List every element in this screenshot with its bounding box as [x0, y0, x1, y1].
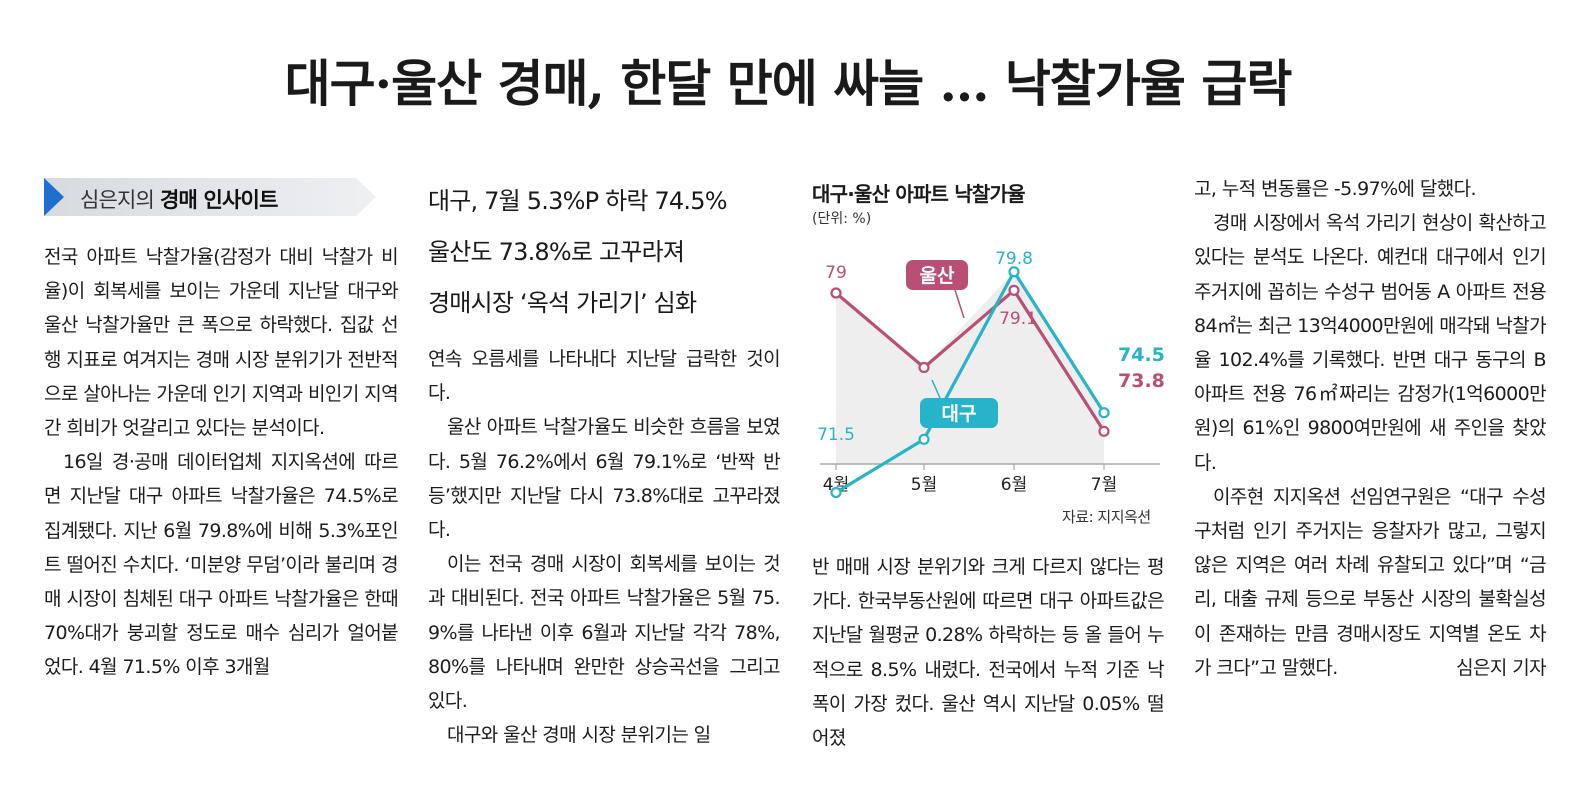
data-point	[918, 361, 930, 374]
data-label: 79.8	[995, 249, 1033, 269]
article-column-2: 연속 오름세를 나타내다 지난달 급락한 것이다. 울산 아파트 낙찰가율도 비…	[428, 342, 781, 752]
article-paragraph: 고, 누적 변동률은 -5.97%에 달했다.	[1194, 178, 1477, 200]
banner-author: 심은지의	[80, 188, 160, 212]
banner-arrow-icon	[44, 178, 64, 216]
series-tag-daegu-box	[920, 398, 998, 428]
data-label: 73.8	[1118, 370, 1165, 392]
data-point	[1008, 266, 1020, 278]
chart-unit: (단위: %)	[812, 211, 872, 227]
data-point	[830, 287, 842, 299]
article-paragraph: 반 매매 시장 분위기와 크게 다르지 않다는 평가다. 한국부동산원에 따르면…	[812, 556, 1165, 750]
article-text: 이주현 지지옥션 선임연구원은 “대구 수성구처럼 인기 주거지는 응찰자가 많…	[1194, 485, 1547, 679]
banner-background	[44, 178, 376, 216]
article-column-3: 반 매매 시장 분위기와 크게 다르지 않다는 평가다. 한국부동산원에 따르면…	[812, 550, 1165, 755]
series-line-1	[835, 270, 1106, 494]
series-tag-leader	[954, 289, 965, 319]
banner-title: 경매 인사이트	[159, 188, 278, 212]
series-banner: 심은지의 경매 인사이트	[44, 178, 376, 216]
data-point	[1008, 284, 1020, 296]
article-column-4: 고, 누적 변동률은 -5.97%에 달했다. 경매 시장에서 옥석 가리기 현…	[1194, 172, 1547, 685]
article-paragraph: 울산 아파트 낙찰가율도 비슷한 흐름을 보였다. 5월 76.2%에서 6월 …	[428, 416, 781, 542]
article-paragraph: 16일 경·공매 데이터업체 지지옥션에 따르면 지난달 대구 아파트 낙찰가율…	[44, 451, 399, 679]
article-column-1: 전국 아파트 낙찰가율(감정가 대비 낙찰가 비율)이 회복세를 보이는 가운데…	[44, 240, 399, 685]
data-point	[918, 433, 930, 445]
data-point	[1098, 407, 1110, 419]
chart-source: 자료: 지지옥션	[1062, 508, 1151, 526]
subheadline-line: 대구, 7월 5.3%P 하락 74.5%	[428, 187, 728, 215]
subheadline-line: 울산도 73.8%로 고꾸라져	[428, 238, 685, 266]
chart-area-fill	[836, 271, 1104, 464]
article-paragraph: 이주현 지지옥션 선임연구원은 “대구 수성구처럼 인기 주거지는 응찰자가 많…	[1194, 480, 1547, 685]
series-tag-ulsan: 울산	[920, 265, 955, 287]
subheadline: 대구, 7월 5.3%P 하락 74.5% 울산도 73.8%로 고꾸라져 경매…	[428, 176, 788, 329]
series-line-0	[834, 288, 1106, 433]
data-point	[830, 486, 842, 499]
subheadline-line: 경매시장 ‘옥석 가리기’ 심화	[428, 289, 697, 317]
article-paragraph: 경매 시장에서 옥석 가리기 현상이 확산하고 있다는 분석도 나온다. 예컨대…	[1194, 212, 1547, 474]
data-point	[1098, 425, 1110, 437]
article-paragraph: 이는 전국 경매 시장이 회복세를 보이는 것과 대비된다. 전국 아파트 낙찰…	[428, 553, 781, 713]
headline: 대구·울산 경매, 한달 만에 싸늘 … 낙찰가율 급락	[284, 54, 1293, 113]
series-tag-daegu: 대구	[942, 403, 977, 425]
data-label: 74.5	[1118, 344, 1165, 366]
series-tag-leader	[931, 379, 941, 399]
chart-title: 대구·울산 아파트 낙찰가율	[812, 182, 1026, 206]
banner-label: 심은지의 경매 인사이트	[80, 184, 278, 214]
data-label: 79	[825, 263, 847, 283]
data-label: 79.1	[999, 309, 1037, 329]
x-tick-label: 6월	[1001, 475, 1027, 495]
data-label: 71.5	[817, 425, 855, 445]
x-tick-label: 5월	[911, 475, 937, 495]
article-paragraph: 연속 오름세를 나타내다 지난달 급락한 것이다.	[428, 348, 781, 405]
series-tag-ulsan-box	[906, 260, 968, 290]
article-paragraph: 전국 아파트 낙찰가율(감정가 대비 낙찰가 비율)이 회복세를 보이는 가운데…	[44, 246, 399, 440]
x-tick-label: 7월	[1091, 475, 1117, 495]
article-paragraph: 대구와 울산 경매 시장 분위기는 일	[447, 724, 711, 747]
byline: 심은지 기자	[1456, 656, 1546, 679]
